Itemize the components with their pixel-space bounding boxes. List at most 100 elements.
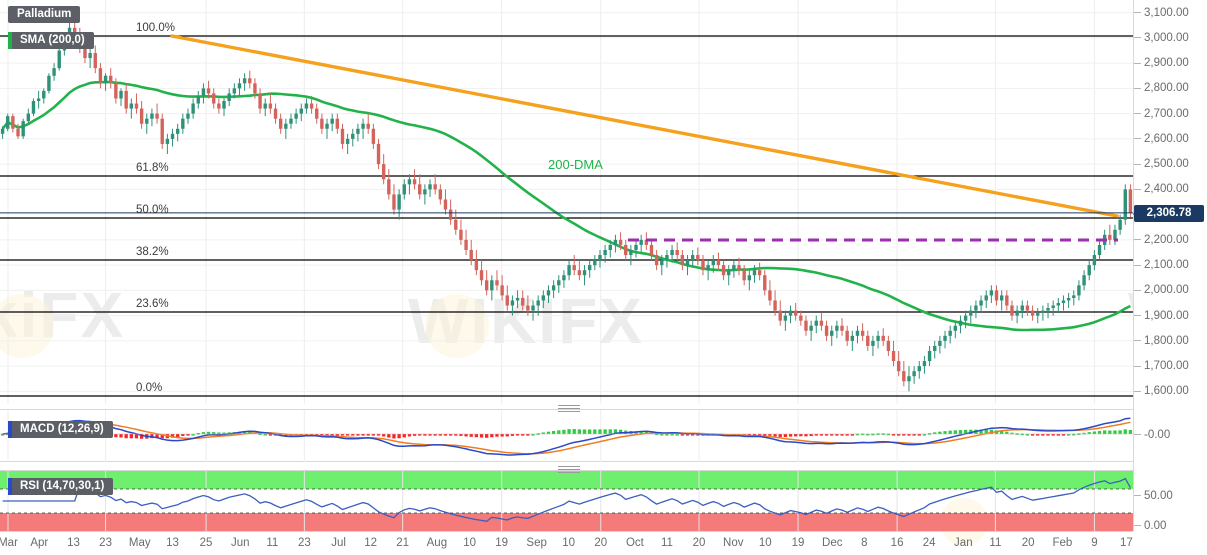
price-tick: 2,200.00: [1134, 233, 1207, 247]
price-tick-label: 1,900.00: [1144, 309, 1189, 322]
date-tick-label: 20: [1021, 537, 1035, 549]
price-tick: 3,100.00: [1134, 6, 1207, 20]
price-tick-label: 3,100.00: [1144, 6, 1189, 19]
macd-legend[interactable]: MACD (12,26,9): [8, 421, 113, 438]
price-tick-label: 2,200.00: [1144, 233, 1189, 246]
tick-mark: [1134, 12, 1141, 14]
fib-label-500: 50.0%: [136, 204, 169, 216]
date-tick-label: 11: [266, 537, 279, 549]
date-tick-label: 13: [166, 537, 179, 549]
price-tick: 2,600.00: [1134, 132, 1207, 146]
rsi-pane[interactable]: [0, 470, 1133, 531]
price-tick-label: 3,000.00: [1144, 31, 1189, 44]
price-tick: 2,100.00: [1134, 258, 1207, 272]
date-tick-label: 11: [989, 537, 1002, 549]
symbol-legend[interactable]: Palladium: [8, 6, 81, 23]
sma-legend-label: SMA (200,0): [20, 34, 85, 46]
date-tick-label: Sep: [526, 537, 547, 549]
tick-mark: [1134, 365, 1141, 367]
price-tick-label: 2,000.00: [1144, 284, 1189, 297]
price-tick: 1,600.00: [1134, 384, 1207, 398]
price-tick: 1,800.00: [1134, 334, 1207, 348]
tick-mark: [1134, 37, 1141, 39]
sma-legend[interactable]: SMA (200,0): [8, 32, 94, 49]
rsi-legend-label: RSI (14,70,30,1): [20, 480, 105, 492]
tick-mark: [1134, 113, 1141, 115]
price-tick: 1,900.00: [1134, 309, 1207, 323]
tick-mark: [1134, 289, 1141, 291]
date-tick-label: Oct: [625, 537, 644, 549]
price-tick-label: 2,600.00: [1144, 132, 1189, 145]
tick-mark: [1134, 62, 1141, 64]
dma-annotation: 200-DMA: [548, 157, 603, 172]
macd-plot: [0, 410, 1133, 462]
date-axis[interactable]: Mar Apr 13 23 May 13 25 Jun 11 23 Jul 12 21 Aug 10 19 Se…: [0, 531, 1133, 555]
price-tick-label: 2,500.00: [1144, 158, 1189, 171]
macd-tick-label: -0.00: [1134, 428, 1207, 442]
fib-label-00: 0.0%: [136, 382, 163, 394]
rsi-tick-label-zero-text: 0.00: [1144, 520, 1167, 532]
rsi-tick-label: 50.00: [1134, 489, 1207, 503]
date-tick-label: 23: [99, 537, 112, 549]
watermark-logo-left: [425, 294, 489, 358]
date-tick-label: May: [128, 537, 151, 549]
price-tick-label: 1,800.00: [1144, 334, 1189, 347]
price-tick-label: 2,100.00: [1144, 259, 1189, 272]
watermark-logo-left2: [0, 294, 54, 358]
rsi-tick-label-zero: 0.00: [1134, 519, 1207, 533]
price-tick-label: 2,700.00: [1144, 107, 1189, 120]
rsi-tick-label-text: 50.00: [1144, 490, 1173, 502]
date-tick-label: 10: [758, 537, 772, 549]
fib-label-382: 38.2%: [136, 246, 169, 258]
price-plot: [0, 0, 1133, 404]
price-tick: 2,700.00: [1134, 107, 1207, 121]
date-tick-label: Jan: [954, 537, 973, 549]
date-tick-label: 19: [495, 537, 509, 549]
date-tick-label: Mar: [0, 537, 18, 549]
fib-label-236: 23.6%: [136, 298, 169, 310]
tick-mark: [1134, 87, 1141, 89]
date-tick-label: Feb: [1052, 537, 1073, 549]
sma-color-swatch: [8, 32, 12, 49]
price-tick: 2,900.00: [1134, 56, 1207, 70]
date-tick-label: 9: [1091, 537, 1098, 549]
price-tick: 2,400.00: [1134, 182, 1207, 196]
date-tick-label: Aug: [426, 537, 448, 549]
symbol-legend-label: Palladium: [17, 8, 72, 20]
tick-mark: [1134, 434, 1141, 436]
date-tick-label: 24: [922, 537, 936, 549]
price-tick: 1,700.00: [1134, 359, 1207, 373]
macd-pane[interactable]: [0, 409, 1133, 462]
macd-tick-label-text: -0.00: [1144, 429, 1171, 441]
tick-mark: [1134, 390, 1141, 392]
pane-resize-handle-rsi[interactable]: [558, 466, 580, 473]
date-tick-label: 12: [364, 537, 378, 549]
rsi-legend[interactable]: RSI (14,70,30,1): [8, 478, 114, 495]
tick-mark: [1134, 239, 1141, 241]
date-tick-label: 21: [396, 537, 410, 549]
price-tick-label: 1,700.00: [1144, 360, 1189, 373]
date-tick-label: 20: [594, 537, 608, 549]
date-tick-label: 10: [562, 537, 576, 549]
tick-mark: [1134, 525, 1141, 527]
pane-resize-handle-macd[interactable]: [558, 405, 580, 412]
date-tick-label: Nov: [723, 537, 744, 549]
date-tick-label: 23: [297, 537, 311, 549]
price-tick-label: 2,900.00: [1144, 57, 1189, 70]
tick-mark: [1134, 138, 1141, 140]
price-axis[interactable]: 3,100.00 3,000.00 2,900.00 2,800.00 2,700.00…: [1133, 0, 1207, 533]
price-tick: 2,000.00: [1134, 283, 1207, 297]
rsi-plot: [0, 471, 1133, 531]
tick-mark: [1134, 163, 1141, 165]
price-tick: 2,500.00: [1134, 157, 1207, 171]
tick-mark: [1134, 188, 1141, 190]
rsi-color-swatch: [8, 478, 12, 495]
price-tick-label: 2,400.00: [1144, 183, 1189, 196]
date-tick-label: Dec: [822, 537, 843, 549]
fib-label-618: 61.8%: [136, 162, 169, 174]
price-pane[interactable]: [0, 0, 1133, 404]
date-tick-label: 10: [463, 537, 477, 549]
date-tick-label: 19: [791, 537, 805, 549]
tick-mark: [1134, 264, 1141, 266]
